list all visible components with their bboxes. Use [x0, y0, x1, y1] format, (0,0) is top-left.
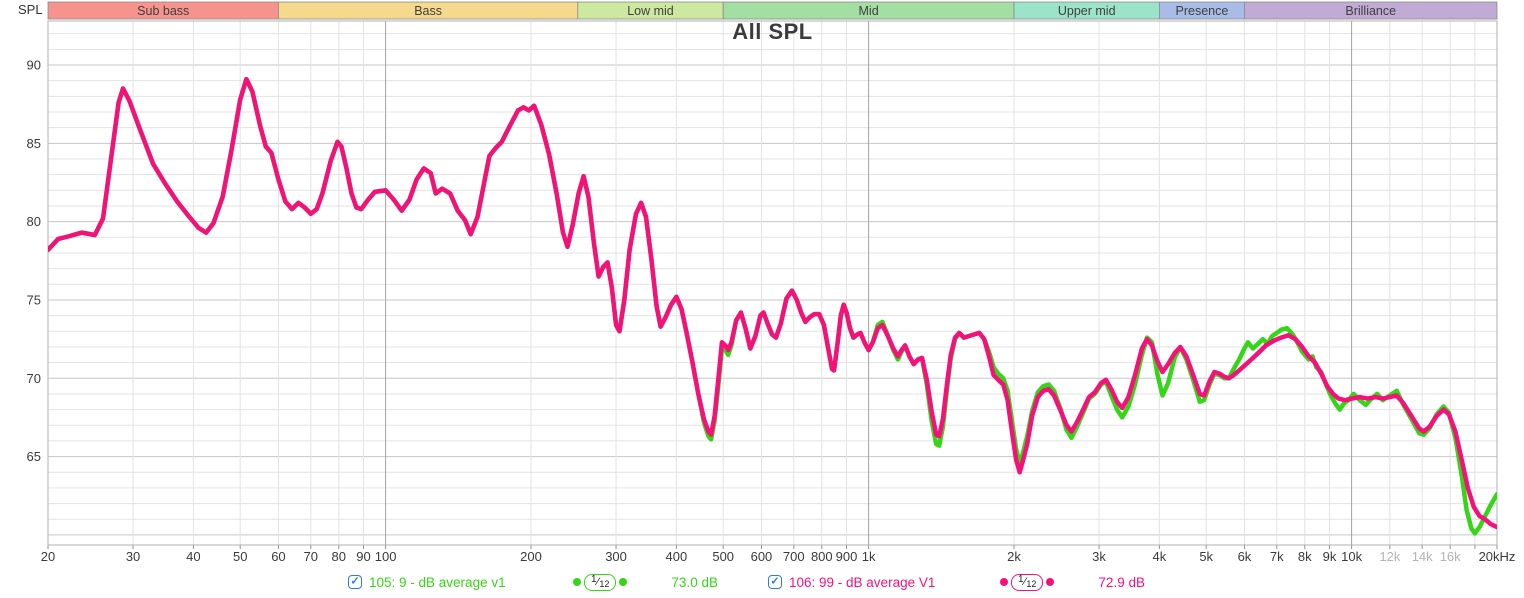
y-axis-unit-label: SPL — [18, 2, 43, 17]
legend-trace-name[interactable]: 105: 9 - dB average v1 — [369, 574, 506, 590]
check-icon: ✓ — [770, 575, 780, 587]
band-label: Mid — [859, 4, 879, 18]
x-axis-label-800: 800 — [811, 549, 833, 564]
series-curve-106[interactable] — [48, 76, 1497, 530]
x-axis-label-1k: 1k — [862, 549, 876, 564]
smoothing-numerator: 1 — [591, 573, 597, 585]
legend-item-106: ✓ 106: 99 - dB average V1 1 ⁄ 12 72.9 dB — [768, 570, 1145, 594]
trace-color-dot-icon — [1046, 578, 1055, 586]
x-axis-label-700: 700 — [783, 549, 805, 564]
x-axis-label-8k: 8k — [1298, 549, 1312, 564]
x-axis-label-400: 400 — [666, 549, 688, 564]
legend-checkbox-106[interactable]: ✓ — [768, 575, 782, 589]
x-axis-label-300: 300 — [605, 549, 627, 564]
band-label: Upper mid — [1058, 4, 1116, 18]
y-axis-label-90: 90 — [27, 58, 41, 73]
x-axis-label-600: 600 — [751, 549, 773, 564]
x-axis-label-40: 40 — [186, 549, 200, 564]
trace-level-readout: 72.9 dB — [1098, 574, 1145, 590]
x-axis-label-900: 900 — [836, 549, 858, 564]
x-axis-label-20: 20 — [41, 549, 55, 564]
x-axis-label-3k: 3k — [1092, 549, 1106, 564]
x-axis-label-10k: 10k — [1341, 549, 1362, 564]
x-axis-label-14k: 14k — [1412, 549, 1433, 564]
x-axis-label-20kHz: 20kHz — [1479, 549, 1516, 564]
x-axis-label-70: 70 — [304, 549, 318, 564]
trace-color-dot-icon — [619, 578, 628, 586]
band-label: Low mid — [627, 4, 674, 18]
smoothing-control: 1 ⁄ 12 — [1000, 573, 1055, 591]
legend-bar: ✓ 105: 9 - dB average v1 1 ⁄ 12 73.0 dB ✓ … — [0, 570, 1524, 596]
legend-item-105: ✓ 105: 9 - dB average v1 1 ⁄ 12 73.0 dB — [348, 570, 718, 594]
y-axis-label-80: 80 — [27, 214, 41, 229]
trace-color-dot-icon — [1000, 578, 1008, 586]
check-icon: ✓ — [350, 575, 360, 587]
smoothing-numerator: 1 — [1018, 573, 1024, 585]
x-axis-label-16k: 16k — [1440, 549, 1461, 564]
x-axis-label-2k: 2k — [1007, 549, 1021, 564]
x-axis-label-12k: 12k — [1379, 549, 1400, 564]
x-axis-label-60: 60 — [271, 549, 285, 564]
x-axis-label-7k: 7k — [1270, 549, 1284, 564]
x-axis-label-80: 80 — [332, 549, 346, 564]
smoothing-denominator: 12 — [1026, 579, 1037, 589]
band-label: Presence — [1176, 4, 1229, 18]
band-label: Sub bass — [137, 4, 189, 18]
fraction-slash: ⁄ — [1024, 575, 1026, 588]
y-axis-label-85: 85 — [27, 136, 41, 151]
x-axis-label-30: 30 — [126, 549, 140, 564]
smoothing-control: 1 ⁄ 12 — [573, 573, 628, 591]
x-axis-label-6k: 6k — [1238, 549, 1252, 564]
x-axis-label-100: 100 — [375, 549, 397, 564]
plot-border — [47, 20, 1498, 546]
band-label: Brilliance — [1345, 4, 1396, 18]
x-axis-label-9k: 9k — [1323, 549, 1337, 564]
trace-color-dot-icon — [573, 578, 581, 586]
band-label: Bass — [414, 4, 442, 18]
x-axis-label-5k: 5k — [1199, 549, 1213, 564]
band-brilliance — [1244, 1, 1498, 20]
x-axis-label-500: 500 — [712, 549, 734, 564]
fraction-slash: ⁄ — [597, 575, 599, 588]
trace-level-readout: 73.0 dB — [671, 574, 718, 590]
smoothing-badge[interactable]: 1 ⁄ 12 — [1011, 573, 1044, 591]
x-axis-label-90: 90 — [356, 549, 370, 564]
legend-trace-name[interactable]: 106: 99 - dB average V1 — [789, 574, 936, 590]
legend-checkbox-105[interactable]: ✓ — [348, 575, 362, 589]
chart-title: All SPL — [732, 19, 813, 44]
y-axis-label-70: 70 — [27, 371, 41, 386]
x-axis-label-200: 200 — [520, 549, 542, 564]
x-axis-label-50: 50 — [233, 549, 247, 564]
smoothing-denominator: 12 — [599, 579, 610, 589]
x-axis-label-4k: 4k — [1153, 549, 1167, 564]
smoothing-badge[interactable]: 1 ⁄ 12 — [584, 573, 617, 591]
y-axis-label-75: 75 — [27, 292, 41, 307]
y-axis-label-65: 65 — [27, 449, 41, 464]
